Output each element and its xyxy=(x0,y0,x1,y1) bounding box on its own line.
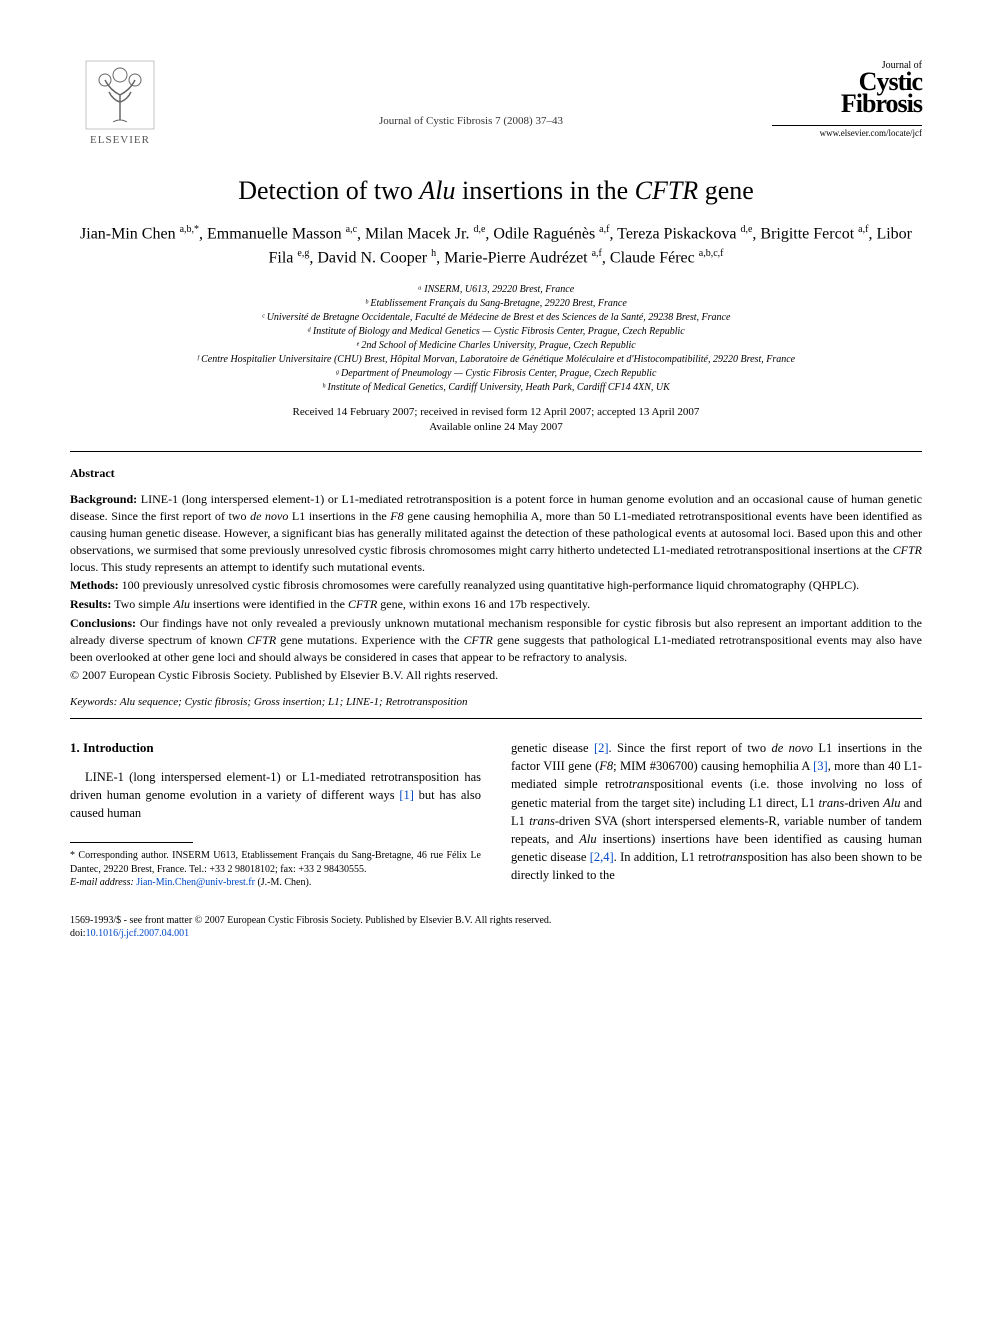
intro-paragraph-right: genetic disease [2]. Since the first rep… xyxy=(511,739,922,884)
journal-logo: Journal of Cystic Fibrosis www.elsevier.… xyxy=(772,60,922,138)
author-list: Jian-Min Chen a,b,*, Emmanuelle Masson a… xyxy=(70,222,922,271)
doi-label: doi: xyxy=(70,928,86,939)
background-text: LINE-1 (long interspersed element-1) or … xyxy=(70,492,922,573)
elsevier-tree-icon xyxy=(85,60,155,130)
header: ELSEVIER Journal of Cystic Fibrosis 7 (2… xyxy=(70,60,922,146)
email-attribution: (J.-M. Chen). xyxy=(255,877,311,888)
journal-citation: Journal of Cystic Fibrosis 7 (2008) 37–4… xyxy=(170,115,772,127)
keywords-text: Alu sequence; Cystic fibrosis; Gross ins… xyxy=(117,696,467,708)
affiliation: ᵇ Etablissement Français du Sang-Bretagn… xyxy=(70,297,922,311)
doi-link[interactable]: 10.1016/j.jcf.2007.04.001 xyxy=(86,928,190,939)
affiliation: ᶜ Université de Bretagne Occidentale, Fa… xyxy=(70,311,922,325)
front-matter-line: 1569-1993/$ - see front matter © 2007 Eu… xyxy=(70,914,922,928)
keywords: Keywords: Alu sequence; Cystic fibrosis;… xyxy=(70,696,922,708)
article-title: Detection of two Alu insertions in the C… xyxy=(70,176,922,206)
title-text: insertions in the xyxy=(456,176,635,205)
journal-brand-word2: Fibrosis xyxy=(772,93,922,115)
affiliation-list: ᵃ INSERM, U613, 29220 Brest, Franceᵇ Eta… xyxy=(70,283,922,395)
title-italic-2: CFTR xyxy=(635,176,699,205)
left-column: 1. Introduction LINE-1 (long intersperse… xyxy=(70,739,481,890)
email-link[interactable]: Jian-Min.Chen@univ-brest.fr xyxy=(136,877,255,888)
publisher-name: ELSEVIER xyxy=(70,134,170,146)
methods-label: Methods: xyxy=(70,578,119,592)
affiliation: ʰ Institute of Medical Genetics, Cardiff… xyxy=(70,381,922,395)
dates-online: Available online 24 May 2007 xyxy=(70,420,922,435)
footer: 1569-1993/$ - see front matter © 2007 Eu… xyxy=(70,914,922,941)
section-heading-intro: 1. Introduction xyxy=(70,739,481,758)
divider xyxy=(70,718,922,719)
affiliation: ᵃ INSERM, U613, 29220 Brest, France xyxy=(70,283,922,297)
affiliation: ᵉ 2nd School of Medicine Charles Univers… xyxy=(70,339,922,353)
title-text: gene xyxy=(698,176,754,205)
abstract-body: Background: LINE-1 (long interspersed el… xyxy=(70,491,922,684)
body-columns: 1. Introduction LINE-1 (long intersperse… xyxy=(70,739,922,890)
article-dates: Received 14 February 2007; received in r… xyxy=(70,405,922,436)
intro-paragraph-left: LINE-1 (long interspersed element-1) or … xyxy=(70,768,481,822)
results-text: Two simple Alu insertions were identifie… xyxy=(111,597,590,611)
footnotes: * Corresponding author. INSERM U613, Eta… xyxy=(70,849,481,890)
right-column: genetic disease [2]. Since the first rep… xyxy=(511,739,922,890)
affiliation: ᵍ Department of Pneumology — Cystic Fibr… xyxy=(70,367,922,381)
conclusions-label: Conclusions: xyxy=(70,616,136,630)
journal-site: www.elsevier.com/locate/jcf xyxy=(772,125,922,138)
abstract-copyright: © 2007 European Cystic Fibrosis Society.… xyxy=(70,667,922,684)
affiliation: ᵈ Institute of Biology and Medical Genet… xyxy=(70,325,922,339)
title-italic-1: Alu xyxy=(419,176,455,205)
background-label: Background: xyxy=(70,492,137,506)
divider xyxy=(70,451,922,452)
conclusions-text: Our findings have not only revealed a pr… xyxy=(70,616,922,664)
affiliation: ᶠ Centre Hospitalier Universitaire (CHU)… xyxy=(70,353,922,367)
email-label: E-mail address: xyxy=(70,877,134,888)
abstract-heading: Abstract xyxy=(70,466,922,481)
publisher-logo: ELSEVIER xyxy=(70,60,170,146)
corresponding-author-note: * Corresponding author. INSERM U613, Eta… xyxy=(70,849,481,876)
keywords-label: Keywords: xyxy=(70,696,117,708)
title-text: Detection of two xyxy=(238,176,419,205)
results-label: Results: xyxy=(70,597,111,611)
methods-text: 100 previously unresolved cystic fibrosi… xyxy=(119,578,859,592)
dates-received: Received 14 February 2007; received in r… xyxy=(70,405,922,420)
footnote-separator xyxy=(70,842,193,843)
